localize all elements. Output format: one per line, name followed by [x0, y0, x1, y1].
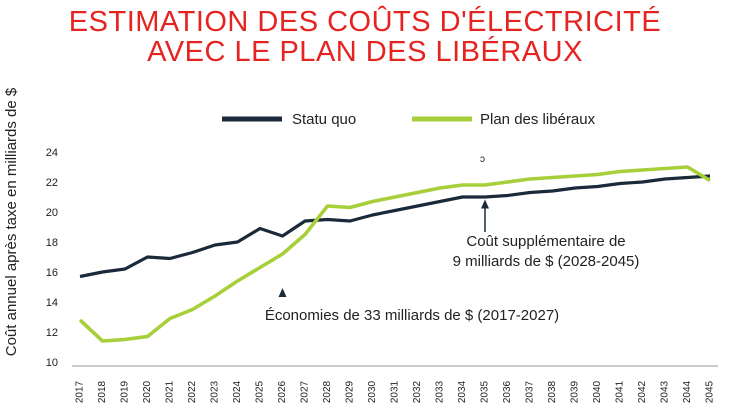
y-tick-label: 18 [46, 237, 58, 249]
stray-mark: ɔ [480, 154, 485, 165]
annotation-arrowhead-savings [278, 288, 287, 297]
x-axis-ticks: 2017 2018 2019 2020 2021 2022 2023 2024 2025 2026… [75, 380, 716, 403]
x-tick-label: 2032 [412, 380, 423, 403]
y-axis-label: Coût annuel après taxe en milliards de $ [3, 87, 20, 356]
annotation-arrowhead-extra-cost [481, 199, 489, 209]
x-tick-label: 2022 [187, 380, 198, 403]
annotation-extra-cost-line-1: Coût supplémentaire de [466, 233, 625, 250]
y-tick-label: 16 [46, 267, 58, 279]
x-tick-label: 2026 [277, 380, 288, 403]
x-tick-label: 2041 [615, 380, 626, 403]
y-tick-label: 12 [46, 327, 58, 339]
x-tick-label: 2018 [97, 380, 108, 403]
x-tick-label: 2045 [705, 380, 716, 403]
y-tick-label: 10 [46, 357, 58, 369]
x-tick-label: 2021 [165, 380, 176, 403]
x-tick-label: 2024 [232, 380, 243, 403]
x-tick-label: 2031 [390, 380, 401, 403]
series-line-statu-quo [79, 174, 711, 279]
x-tick-label: 2020 [142, 380, 153, 403]
x-tick-label: 2036 [502, 380, 513, 403]
annotation-savings-line-1: Économies de 33 milliards de $ (2017-202… [265, 307, 559, 324]
y-tick-label: 14 [46, 297, 58, 309]
legend: Statu quo Plan des libéraux [222, 111, 596, 128]
x-tick-label: 2035 [480, 380, 491, 403]
x-tick-label: 2033 [435, 380, 446, 403]
annotation-savings: Économies de 33 milliards de $ (2017-202… [265, 288, 559, 324]
x-tick-label: 2030 [367, 380, 378, 403]
y-tick-label: 24 [46, 147, 58, 159]
x-tick-label: 2029 [345, 380, 356, 403]
x-tick-label: 2039 [570, 380, 581, 403]
x-tick-label: 2028 [322, 380, 333, 403]
series-line-plan-des-liberaux [78, 165, 711, 343]
x-tick-label: 2017 [75, 380, 86, 403]
x-tick-label: 2023 [210, 380, 221, 403]
legend-label-plan: Plan des libéraux [480, 111, 596, 128]
x-tick-label: 2034 [457, 380, 468, 403]
y-tick-label: 22 [46, 177, 58, 189]
x-tick-label: 2040 [592, 380, 603, 403]
series-lines [78, 165, 711, 343]
annotation-extra-cost-line-2: 9 milliards de $ (2028-2045) [453, 253, 640, 270]
annotation-extra-cost: Coût supplémentaire de 9 milliards de $ … [453, 199, 640, 270]
chart-title-line-1: ESTIMATION DES COÛTS D'ÉLECTRICITÉ [68, 6, 662, 38]
y-axis-label-group: Coût annuel après taxe en milliards de $ [3, 87, 20, 356]
x-tick-label: 2025 [255, 380, 266, 403]
x-tick-label: 2027 [300, 380, 311, 403]
legend-label-statu-quo: Statu quo [292, 111, 356, 128]
x-tick-label: 2019 [120, 380, 131, 403]
x-tick-label: 2044 [682, 380, 693, 403]
y-axis-ticks: 10 12 14 16 18 20 22 24 [46, 147, 58, 369]
x-tick-label: 2042 [637, 380, 648, 403]
x-tick-label: 2037 [525, 380, 536, 403]
y-tick-label: 20 [46, 207, 58, 219]
x-tick-label: 2038 [547, 380, 558, 403]
x-tick-label: 2043 [660, 380, 671, 403]
chart-title-line-2: AVEC LE PLAN DES LIBÉRAUX [147, 36, 583, 68]
